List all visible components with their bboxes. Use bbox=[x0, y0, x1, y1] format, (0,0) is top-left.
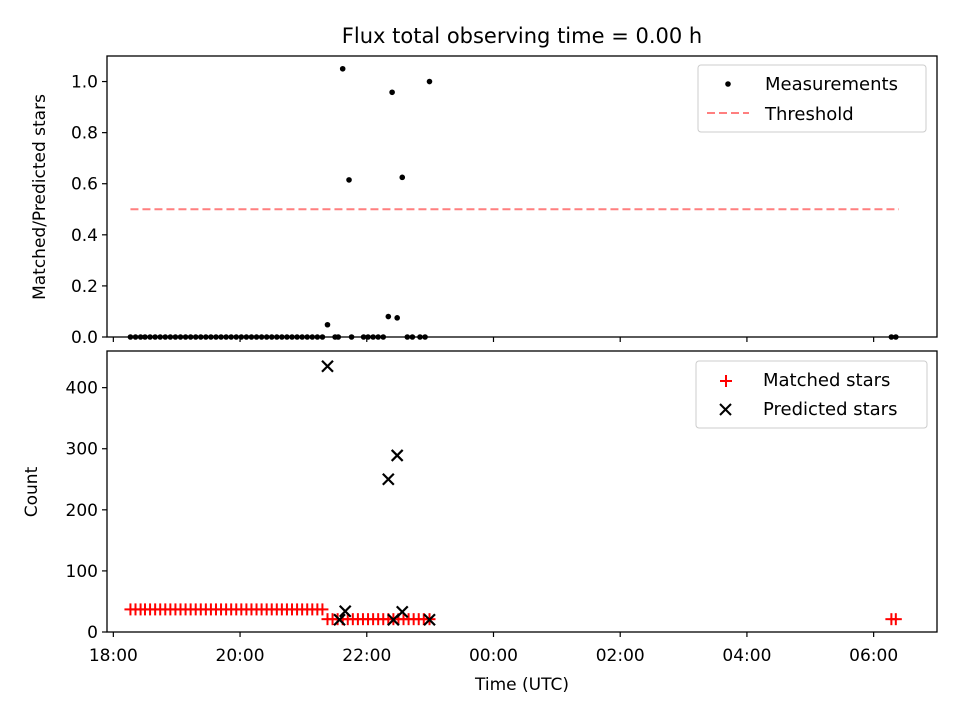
top-legend-box bbox=[697, 64, 927, 133]
bottom-ylabel: Count bbox=[22, 466, 42, 517]
legend-label-predicted-stars: Predicted stars bbox=[763, 399, 897, 420]
bottom-ytick-label: 200 bbox=[66, 501, 98, 521]
bottom-xtick-label: 20:00 bbox=[216, 646, 265, 666]
predicted-star-marker bbox=[423, 613, 436, 627]
measurement-point bbox=[385, 313, 392, 320]
bottom-yticks: 0 100 200 300 400 bbox=[66, 379, 107, 643]
top-ytick-label: 0.6 bbox=[71, 175, 98, 195]
measurement-point bbox=[339, 65, 346, 72]
measurement-point bbox=[426, 78, 433, 85]
predicted-star-marker bbox=[382, 473, 395, 486]
bottom-xtick-label: 18:00 bbox=[89, 646, 138, 666]
top-ytick-label: 0.4 bbox=[71, 226, 98, 246]
legend-label-threshold: Threshold bbox=[764, 104, 854, 125]
matched-star-marker bbox=[889, 613, 902, 626]
measurement-point bbox=[399, 174, 406, 181]
bottom-ytick-label: 300 bbox=[66, 440, 98, 460]
top-ytick-label: 1.0 bbox=[71, 73, 98, 93]
top-axes-frame bbox=[106, 55, 938, 338]
bottom-xlabel: Time (UTC) bbox=[474, 675, 569, 695]
bottom-marks bbox=[124, 359, 902, 627]
predicted-star-marker bbox=[390, 449, 404, 462]
bottom-ytick-label: 100 bbox=[66, 562, 98, 582]
bottom-legend-box bbox=[695, 360, 928, 429]
bottom-xtick-label: 06:00 bbox=[849, 646, 898, 666]
legend-marker-matched-stars bbox=[720, 375, 732, 387]
top-xticks bbox=[112, 337, 875, 342]
bottom-xticks: 18:00 20:00 22:00 00:00 02:00 04:00 06:00 bbox=[89, 632, 898, 666]
matched-star-marker bbox=[316, 603, 329, 616]
legend-label-measurements: Measurements bbox=[765, 74, 898, 95]
measurement-point bbox=[324, 321, 331, 328]
bottom-legend: Matched stars Predicted stars bbox=[695, 360, 928, 429]
top-ylabel: Matched/Predicted stars bbox=[30, 94, 50, 300]
legend-marker-measurements bbox=[725, 81, 731, 87]
chart-title: Flux total observing time = 0.00 h bbox=[342, 24, 702, 48]
predicted-star-marker bbox=[321, 359, 334, 373]
predicted-star-marker bbox=[395, 605, 409, 619]
top-ytick-label: 0.2 bbox=[71, 277, 98, 297]
measurement-point bbox=[389, 89, 395, 96]
predicted-star-marker bbox=[333, 613, 346, 627]
bottom-ytick-label: 0 bbox=[87, 623, 98, 643]
bottom-axes-frame bbox=[106, 350, 938, 633]
top-yticks: 0.0 0.2 0.4 0.6 0.8 1.0 bbox=[71, 73, 107, 348]
bottom-panel: 0 100 200 300 400 18:00 20:00 22:00 00:00 02:00 0… bbox=[22, 350, 938, 695]
bottom-xtick-label: 00:00 bbox=[469, 646, 518, 666]
top-legend: Measurements Threshold bbox=[697, 64, 927, 133]
legend-marker-predicted-stars bbox=[719, 403, 732, 416]
bottom-ytick-label: 400 bbox=[66, 379, 98, 399]
legend-label-matched-stars: Matched stars bbox=[763, 370, 890, 391]
measurement-point bbox=[346, 177, 352, 183]
measurement-point bbox=[394, 315, 400, 321]
top-panel: 0.0 0.2 0.4 0.6 0.8 1.0 Matched/Predicted sta… bbox=[30, 55, 938, 348]
bottom-xtick-label: 02:00 bbox=[596, 646, 645, 666]
top-ytick-label: 0.0 bbox=[71, 328, 98, 348]
predicted-star-marker bbox=[338, 604, 352, 618]
bottom-xtick-label: 04:00 bbox=[722, 646, 771, 666]
top-ytick-label: 0.8 bbox=[71, 124, 98, 144]
bottom-xtick-label: 22:00 bbox=[342, 646, 391, 666]
